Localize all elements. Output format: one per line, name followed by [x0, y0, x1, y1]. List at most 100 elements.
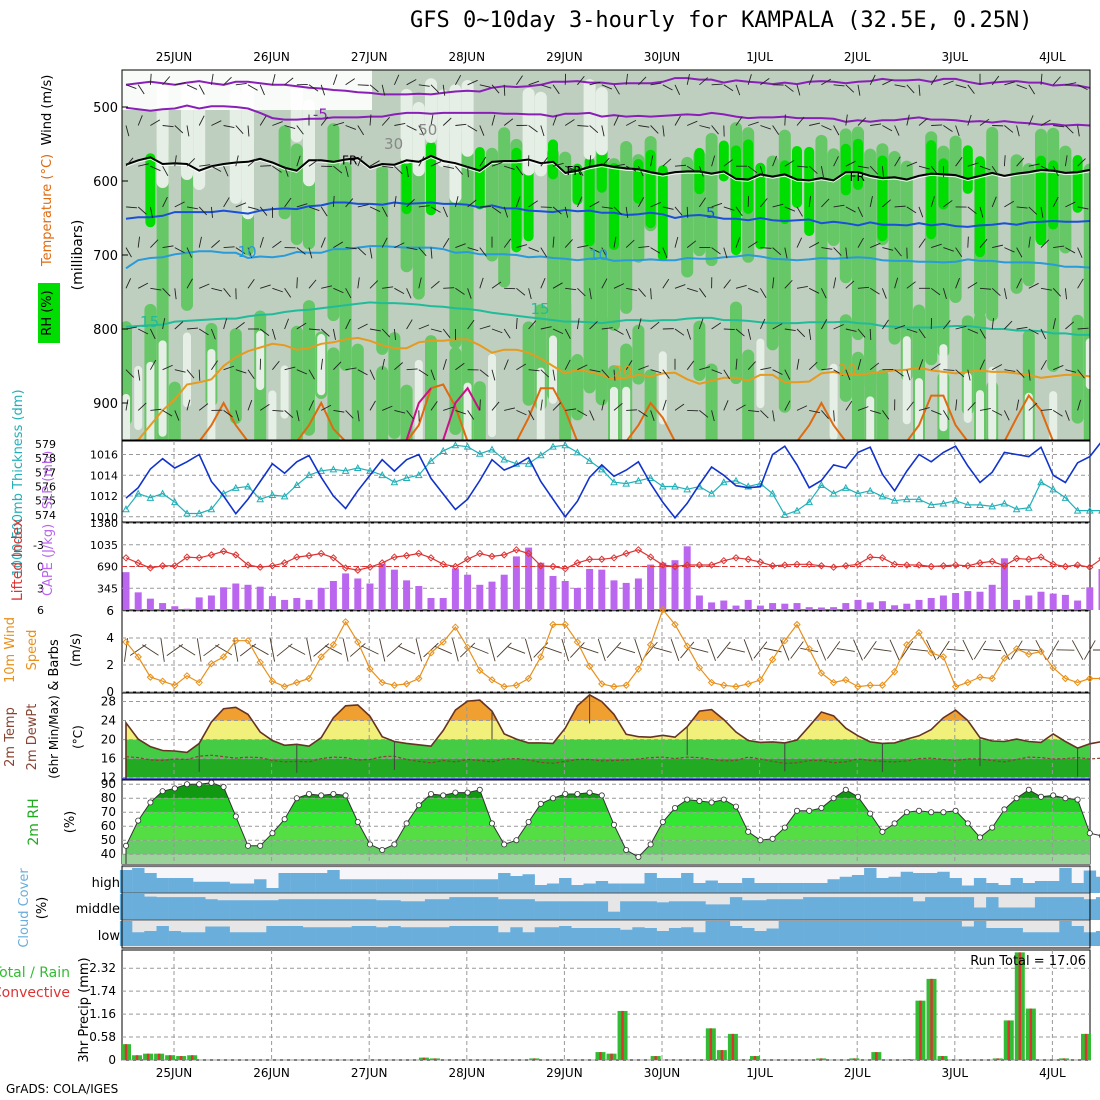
rh-blob-bright [792, 145, 802, 208]
wind-barb [796, 237, 803, 248]
li-point [268, 562, 277, 570]
cloud-bar-middle [473, 897, 487, 920]
cape-bar [952, 592, 960, 610]
wind-barb [845, 247, 848, 259]
li-point [829, 563, 838, 571]
wind-barb-10m [1010, 640, 1023, 660]
thickness-point [1037, 478, 1045, 486]
wind-speed-point [707, 678, 716, 687]
wind-barb [711, 202, 723, 208]
wind-barb [357, 204, 369, 208]
wind-barb [576, 318, 580, 330]
wind-barb-10m [680, 641, 695, 659]
wind-barb [1040, 119, 1051, 126]
wind-barb [235, 322, 245, 330]
thickness-point [305, 471, 313, 479]
wind-barb [259, 404, 270, 411]
rh-blob-dry [412, 101, 425, 177]
cape-bar [781, 603, 789, 610]
rh-point [940, 809, 947, 816]
rh-blob-dry [193, 90, 206, 191]
cape-bar [1074, 600, 1082, 610]
cloud-bar-middle [1059, 897, 1072, 920]
cloud-bar-high [559, 878, 572, 893]
wind-barb [418, 84, 430, 87]
rh-blob-dry-low [122, 394, 130, 440]
wind-barb [638, 288, 646, 297]
thickness-tick-label: 578 [35, 452, 56, 465]
legend-rh: RH (%) [40, 290, 55, 335]
wind-barb [516, 363, 527, 371]
wind-barb [625, 360, 633, 370]
thickness-point [683, 485, 692, 493]
wind-barb [406, 125, 417, 131]
li-point [695, 561, 704, 569]
temp-band [126, 758, 1090, 778]
wind-barb [162, 76, 171, 86]
wind-barb [137, 402, 147, 411]
wind-barb [845, 328, 857, 332]
wind-barb [821, 198, 830, 208]
wind-speed-point [781, 636, 789, 645]
rh-axis-label-1: 2m RH [26, 798, 42, 845]
cloud-bar-low [644, 928, 657, 946]
rh-point [562, 791, 569, 798]
wind-barb [296, 203, 308, 208]
wind-barb [637, 166, 644, 177]
cloud-bar-middle [693, 901, 706, 920]
wind-barb [1053, 125, 1065, 128]
x-tick-label-top: 27JUN [351, 50, 388, 64]
rh-point [220, 784, 227, 791]
cloud-bar-middle [302, 899, 316, 920]
wind-barb-10m [900, 640, 914, 660]
slp-thickness-panel: 57457557657757857910101012101410161000-5… [11, 389, 1100, 577]
rh-blob [705, 132, 718, 267]
wind-speed-point [195, 678, 203, 687]
wind-barb [931, 243, 942, 249]
wind-barb [174, 288, 177, 300]
cape-bar [1061, 594, 1069, 610]
rh-blob [827, 148, 840, 246]
wind-barb [211, 360, 218, 370]
wind-barb-10m [507, 646, 526, 654]
wind-barb [125, 369, 135, 378]
rh-point [135, 817, 142, 824]
cape-bar [561, 581, 569, 610]
wind-barb [918, 328, 926, 339]
wind-barb [1064, 288, 1067, 300]
cape-tick-label: 690 [97, 561, 118, 574]
wind-barb [394, 122, 406, 126]
wind-barb [1089, 165, 1090, 167]
wind-barb [503, 359, 509, 370]
cloud-bar-high [571, 885, 584, 893]
wind-barb [613, 236, 617, 248]
li-point [768, 562, 777, 570]
wind-barb [613, 369, 616, 381]
wind-barb [894, 247, 902, 257]
rh-blob [1022, 163, 1035, 287]
cloud-bar-low [156, 926, 169, 946]
precip-bar-convective [908, 1059, 911, 1060]
wind-speed-point [402, 680, 411, 688]
wind-barb [955, 247, 963, 257]
wind-barb [833, 369, 844, 376]
cape-bar [268, 596, 276, 610]
cloud-axis-label-1: Cloud Cover [17, 868, 32, 948]
cloud-bar-low [986, 928, 999, 946]
thickness-point [854, 489, 862, 497]
thickness-point [341, 466, 350, 474]
isotherm-label: 50 [418, 121, 437, 139]
wind-barb [625, 328, 631, 340]
precip-bar-convective [1018, 952, 1021, 1060]
cloud-bar-middle [546, 901, 560, 920]
wind-barb [943, 247, 954, 252]
wind-barb [638, 246, 650, 249]
cloud-bar-low [193, 932, 206, 946]
wind-barb [125, 247, 132, 258]
cape-bar [390, 569, 398, 610]
precip-bar-convective [941, 1056, 944, 1060]
cape-bar [732, 605, 740, 610]
rh-blob [339, 161, 352, 371]
wind-barb [174, 369, 186, 373]
